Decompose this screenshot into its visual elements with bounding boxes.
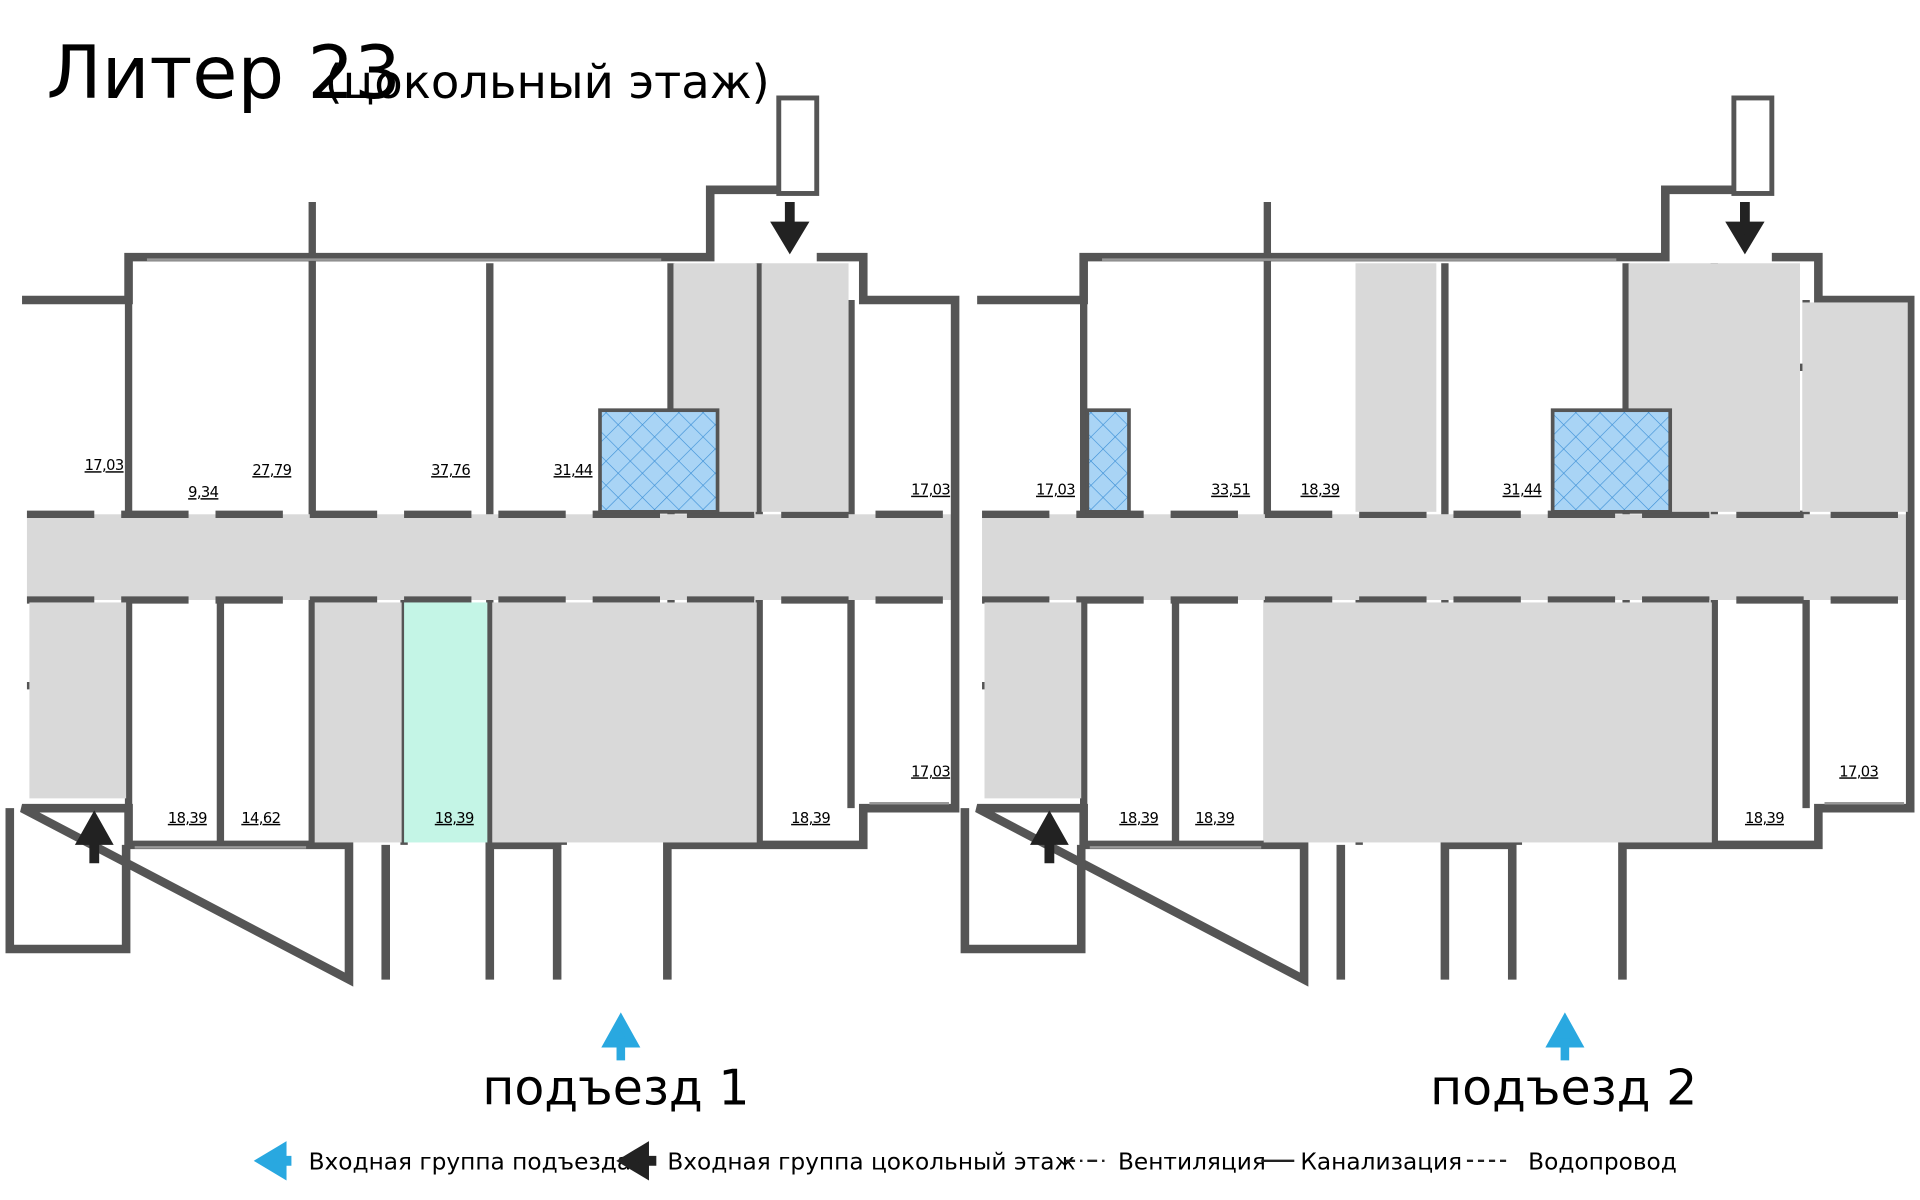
room xyxy=(1355,263,1437,512)
room-area: 9,34 xyxy=(188,484,219,501)
room xyxy=(29,602,127,799)
room-area: 27,79 xyxy=(252,462,291,479)
room xyxy=(761,263,849,512)
subtitle: (цокольный этаж) xyxy=(324,55,769,109)
bathroom xyxy=(598,408,720,514)
entrance-arrow xyxy=(601,1012,641,1061)
room-area: 18,39 xyxy=(168,810,207,827)
room-area: 37,76 xyxy=(431,462,470,479)
room-area: 18,39 xyxy=(1745,810,1784,827)
area-labels: 17,03 9,34 27,79 37,76 31,44 17,03 18,39 14,62 1… xyxy=(85,457,1880,827)
room xyxy=(1263,602,1712,843)
legend-text: Водопровод xyxy=(1528,1148,1677,1175)
entrance-label: подъезд 2 xyxy=(1430,1059,1697,1116)
room-area: 31,44 xyxy=(1503,482,1542,499)
room xyxy=(1802,302,1908,512)
block-right xyxy=(965,98,1910,980)
room-area: 17,03 xyxy=(911,763,950,780)
room xyxy=(314,602,402,843)
room xyxy=(492,602,757,843)
highlight-room xyxy=(404,602,488,843)
legend-text: Входная группа подъезда xyxy=(309,1148,632,1175)
room-area: 14,62 xyxy=(241,810,280,827)
bathroom xyxy=(1550,408,1673,514)
room-area: 33,51 xyxy=(1211,482,1250,499)
room-area: 18,39 xyxy=(435,810,474,827)
room-area: 18,39 xyxy=(791,810,830,827)
entrance-arrow xyxy=(1545,1012,1585,1061)
room-area: 17,03 xyxy=(1839,763,1878,780)
entrance-label: подъезд 1 xyxy=(482,1059,749,1116)
room-area: 31,44 xyxy=(554,462,593,479)
legend-icon xyxy=(253,1141,292,1181)
title: Литер 23 xyxy=(47,31,401,116)
room-area: 17,03 xyxy=(911,482,950,499)
room xyxy=(984,602,1082,799)
room-area: 18,39 xyxy=(1301,482,1340,499)
legend-text: Канализация xyxy=(1300,1148,1462,1175)
legend-text: Вентиляция xyxy=(1118,1148,1266,1175)
room-area: 17,03 xyxy=(1036,482,1075,499)
legend-text: Входная группа цокольный этаж xyxy=(667,1148,1075,1175)
legend-icon xyxy=(616,1141,657,1181)
room-area: 18,39 xyxy=(1195,810,1234,827)
room-area: 17,03 xyxy=(85,457,124,474)
bathroom xyxy=(1085,408,1131,514)
room-area: 18,39 xyxy=(1119,810,1158,827)
block-left xyxy=(10,98,955,980)
